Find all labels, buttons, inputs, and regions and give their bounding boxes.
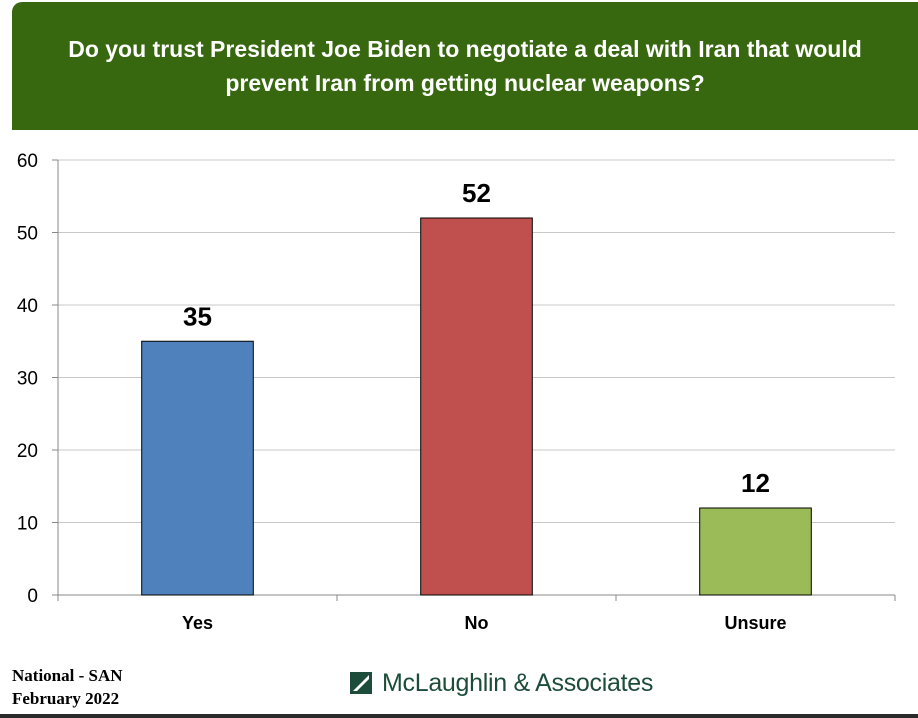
bar-unsure [699,507,812,596]
y-tick-label: 50 [17,224,38,245]
y-tick-label: 60 [17,151,38,172]
y-tick-label: 20 [17,441,38,462]
bottom-rule [0,714,918,718]
bar-no [420,217,533,596]
footer-source: National - SAN February 2022 [12,664,123,710]
y-tick-label: 30 [17,369,38,390]
y-tick-label: 40 [17,296,38,317]
footer-line-2: February 2022 [12,689,120,708]
chart-title-banner: Do you trust President Joe Biden to nego… [12,2,918,130]
x-tick-label: Unsure [724,613,786,633]
chart-title: Do you trust President Joe Biden to nego… [68,36,862,96]
logo-text: McLaughlin & Associates [382,668,654,697]
bar-chart: 0 10 20 30 40 50 60 35 Yes 52 No 12 Unsure [17,151,896,633]
mclaughlin-logo: McLaughlin & Associates [350,666,653,700]
data-label: 35 [183,301,212,331]
footer-line-1: National - SAN [12,666,123,685]
x-tick-label: No [465,613,489,633]
data-label: 12 [741,468,770,498]
logo-mark-icon [350,672,372,694]
bar-yes [141,340,254,596]
data-label: 52 [462,178,491,208]
y-tick-label: 0 [27,586,38,607]
x-tick-label: Yes [182,613,213,633]
y-tick-label: 10 [17,514,38,535]
